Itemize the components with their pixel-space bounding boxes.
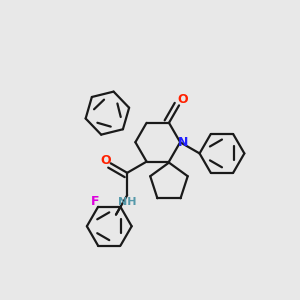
Text: NH: NH — [118, 197, 136, 207]
Text: O: O — [100, 154, 111, 167]
Text: O: O — [177, 93, 188, 106]
Text: F: F — [91, 194, 99, 208]
Text: N: N — [178, 136, 188, 149]
